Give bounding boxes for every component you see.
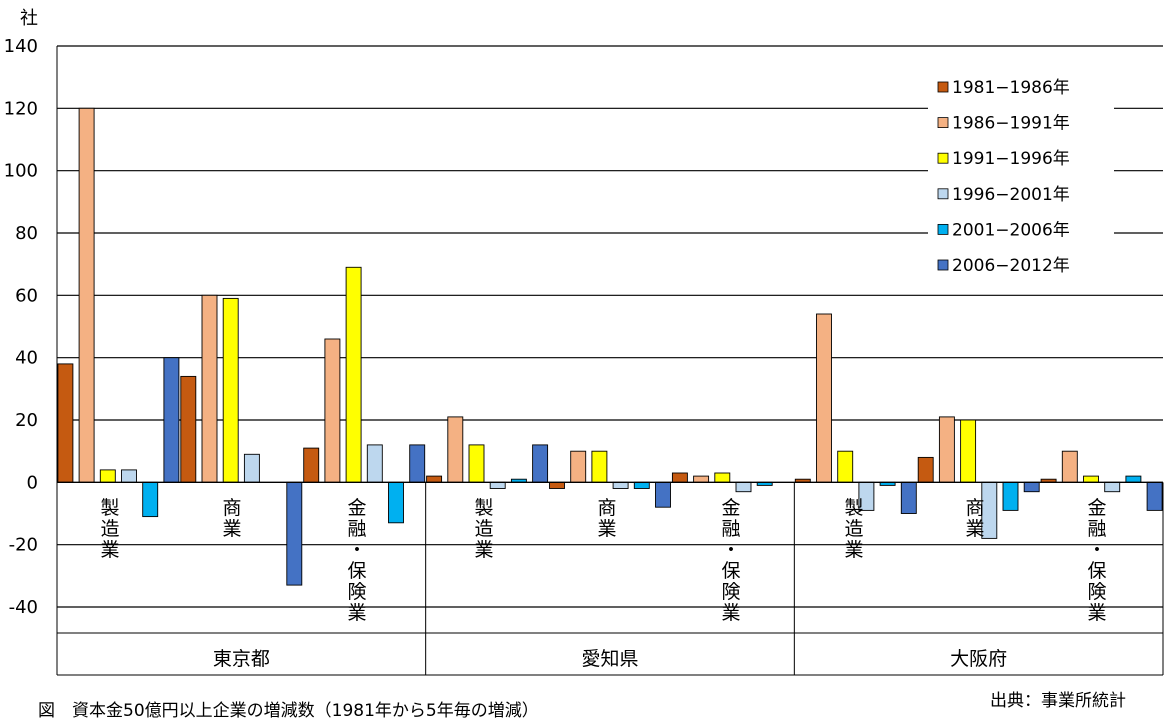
bar bbox=[345, 266, 362, 483]
legend-swatch bbox=[937, 259, 949, 271]
bar bbox=[409, 444, 426, 483]
bar bbox=[1061, 450, 1078, 483]
bar bbox=[591, 450, 608, 483]
bar bbox=[1125, 475, 1142, 483]
bar bbox=[655, 481, 671, 508]
category-label: 製造業 bbox=[844, 497, 863, 561]
legend-swatch bbox=[937, 117, 949, 128]
bar bbox=[180, 375, 197, 483]
bar bbox=[78, 107, 95, 483]
y-tick-label: 60 bbox=[15, 285, 38, 306]
bar bbox=[1146, 481, 1163, 511]
bar bbox=[1002, 481, 1019, 511]
bar bbox=[303, 447, 320, 483]
bar bbox=[366, 444, 383, 483]
category-label: 金融・保険業 bbox=[721, 497, 740, 624]
legend-swatch bbox=[937, 223, 949, 235]
legend-swatch bbox=[937, 81, 949, 93]
y-axis-label: 社 bbox=[20, 8, 38, 29]
bar bbox=[735, 481, 752, 493]
bar bbox=[468, 444, 485, 483]
y-tick-label: 120 bbox=[4, 98, 38, 119]
category-label: 製造業 bbox=[474, 497, 493, 561]
bar bbox=[121, 469, 137, 483]
category-label: 商業 bbox=[597, 497, 616, 540]
y-tick-label: 40 bbox=[15, 348, 38, 369]
bar bbox=[1083, 475, 1099, 483]
legend-label: 1991−1996年 bbox=[952, 149, 1070, 169]
legend-label: 1986−1991年 bbox=[952, 114, 1070, 134]
bar bbox=[532, 444, 549, 483]
bar bbox=[243, 453, 260, 483]
category-label: 商業 bbox=[965, 497, 984, 540]
legend-label: 2001−2006年 bbox=[952, 220, 1070, 240]
category-label: 金融・保険業 bbox=[347, 497, 366, 624]
bar bbox=[489, 481, 506, 489]
category-label: 金融・保険業 bbox=[1087, 497, 1106, 624]
bar bbox=[201, 294, 218, 483]
legend-label: 1981−1986年 bbox=[952, 78, 1070, 98]
y-tick-label: 80 bbox=[15, 223, 38, 244]
bar bbox=[837, 450, 854, 483]
group-label: 東京都 bbox=[213, 648, 270, 670]
category-label: 商業 bbox=[222, 497, 241, 540]
bar bbox=[549, 481, 565, 489]
y-tick-label: 0 bbox=[27, 472, 38, 493]
bar bbox=[938, 416, 955, 483]
source-note: 出典：事業所統計 bbox=[990, 691, 1126, 711]
bar bbox=[99, 469, 116, 483]
y-tick-label: -40 bbox=[9, 597, 38, 618]
bar bbox=[693, 475, 710, 483]
bar bbox=[816, 313, 832, 483]
bar bbox=[1023, 481, 1040, 493]
category-label: 製造業 bbox=[100, 497, 119, 561]
bar bbox=[917, 456, 934, 483]
bar bbox=[960, 419, 977, 483]
y-tick-label: -20 bbox=[9, 535, 38, 556]
bar bbox=[286, 481, 303, 586]
bar bbox=[714, 472, 731, 483]
y-tick-label: 100 bbox=[4, 161, 38, 182]
group-label: 大阪府 bbox=[950, 648, 1007, 670]
legend-label: 1996−2001年 bbox=[952, 185, 1070, 205]
bar bbox=[447, 416, 464, 483]
y-tick-label: 20 bbox=[15, 410, 38, 431]
legend-swatch bbox=[937, 188, 949, 200]
legend-swatch bbox=[937, 152, 949, 164]
y-tick-label: 140 bbox=[4, 36, 38, 57]
bar bbox=[57, 363, 74, 483]
bar bbox=[163, 357, 180, 483]
legend-box bbox=[928, 62, 1114, 276]
bar bbox=[222, 297, 239, 483]
figure-caption: 図 資本金50億円以上企業の増減数（1981年から5年毎の増減） bbox=[38, 701, 539, 721]
bar bbox=[570, 450, 587, 483]
bar bbox=[142, 481, 159, 518]
bar bbox=[426, 475, 443, 483]
bar bbox=[612, 481, 629, 489]
bar bbox=[633, 481, 650, 489]
bar bbox=[1104, 481, 1121, 493]
legend-label: 2006−2012年 bbox=[952, 256, 1070, 276]
group-label: 愛知県 bbox=[581, 648, 638, 670]
bar bbox=[324, 338, 341, 483]
bar bbox=[900, 481, 917, 514]
bar bbox=[388, 481, 404, 524]
bar bbox=[671, 472, 688, 483]
